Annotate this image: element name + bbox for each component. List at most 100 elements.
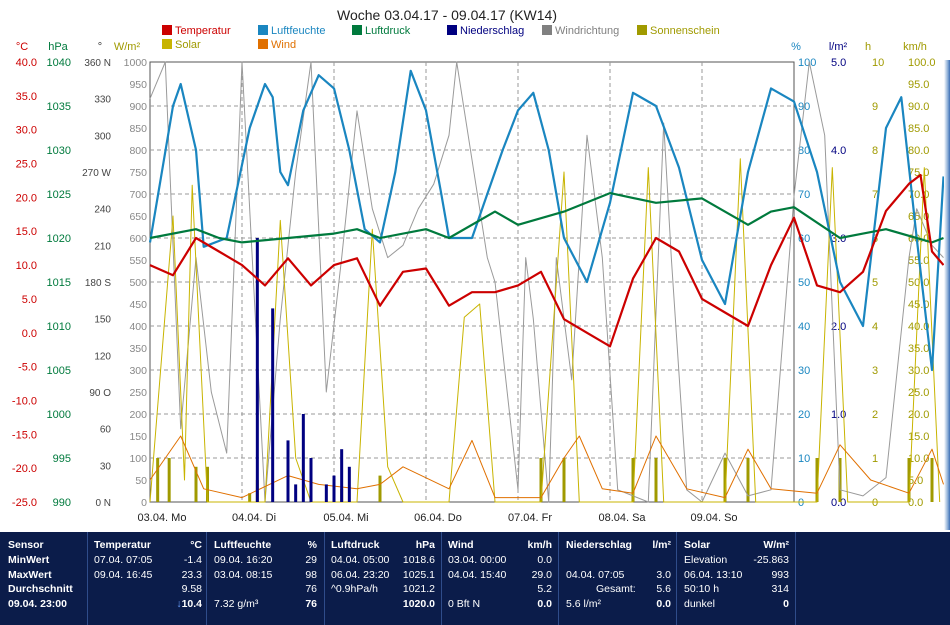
weather-chart: Woche 03.04.17 - 09.04.17 (KW14) Tempera… xyxy=(12,7,945,524)
dir-tick: 330 xyxy=(94,95,111,106)
wind-unit: km/h xyxy=(527,539,552,551)
rain-total-val: 5.6 xyxy=(656,583,671,595)
solar-tick: 600 xyxy=(129,233,147,245)
temp-tick: 25.0 xyxy=(16,159,37,171)
hum-max-time: 03.04. 08:15 xyxy=(214,568,273,581)
temp-tick: 40.0 xyxy=(16,57,37,69)
solar-tick: 1000 xyxy=(124,57,148,69)
sunshine-bar xyxy=(378,475,382,502)
separator xyxy=(87,532,88,625)
hum-tick: 10 xyxy=(798,453,810,465)
hum-tick: 50 xyxy=(798,277,810,289)
press-max-time: 06.04. 23:20 xyxy=(331,568,390,581)
temp-unit-label: °C xyxy=(16,41,28,53)
rain-bar xyxy=(294,484,298,502)
solar-tick: 150 xyxy=(129,431,147,443)
sun-tick: 4 xyxy=(872,321,878,333)
separator xyxy=(676,532,677,625)
separator xyxy=(795,532,796,625)
wind-tick: 80.0 xyxy=(908,145,929,157)
sunshine-bar xyxy=(194,466,198,502)
press-tick: 1010 xyxy=(47,321,71,333)
solar-tick: 250 xyxy=(129,387,147,399)
wind-tick: 45.0 xyxy=(908,299,929,311)
maxwert-label: MaxWert xyxy=(8,568,52,581)
x-tick-label: 08.04. Sa xyxy=(598,512,646,524)
hum-current: 76 xyxy=(305,597,317,610)
wind-tick: 20.0 xyxy=(908,409,929,421)
rain-bar xyxy=(340,449,344,502)
sunshine-bar xyxy=(562,458,566,502)
press-tick: 1020 xyxy=(47,233,71,245)
pressure-line xyxy=(149,192,944,244)
solar-unit: W/m² xyxy=(763,539,789,551)
hum-unit-label: % xyxy=(791,41,801,53)
series-layer xyxy=(148,61,945,503)
sensor-header: Sensor xyxy=(8,539,44,551)
temp-header: Temperatur xyxy=(94,539,151,551)
legend-swatch xyxy=(162,25,172,35)
sunshine-bar xyxy=(723,458,727,502)
solar-sun-hours: 50:10 h xyxy=(684,583,720,595)
sunshine-bar xyxy=(930,458,934,502)
sunshine-bar xyxy=(815,458,819,502)
sun-tick: 8 xyxy=(872,145,878,157)
rain-unit: l/m² xyxy=(652,539,671,551)
legend-label: Luftdruck xyxy=(365,25,411,37)
wind-tick: 85.0 xyxy=(908,123,929,135)
wind-tick: 40.0 xyxy=(908,321,929,333)
press-tick: 1025 xyxy=(47,189,71,201)
wind-max-val: 29.0 xyxy=(531,568,552,581)
sun-tick: 5 xyxy=(872,277,878,289)
dir-tick: 30 xyxy=(100,461,112,472)
legend-swatch xyxy=(162,39,172,49)
temp-min-val: -1.4 xyxy=(183,554,202,566)
separator xyxy=(206,532,207,625)
legend-swatch xyxy=(352,25,362,35)
dir-tick: 300 xyxy=(94,131,111,142)
legend-swatch xyxy=(637,25,647,35)
wind-max-time: 04.04. 15:40 xyxy=(448,568,507,581)
solar-tick: 450 xyxy=(129,299,147,311)
rain-current-sum: 5.6 l/m² xyxy=(566,597,602,610)
legend-swatch xyxy=(258,39,268,49)
press-tick: 1030 xyxy=(47,145,71,157)
wind-tick: 90.0 xyxy=(908,101,929,113)
durchschnitt-label: Durchschnitt xyxy=(8,583,73,595)
solar-tick: 550 xyxy=(129,255,147,267)
solar-max-time: 06.04. 13:10 xyxy=(684,568,743,581)
hum-avg: 76 xyxy=(305,583,317,595)
legend-swatch xyxy=(542,25,552,35)
solar-dark-label: dunkel xyxy=(684,597,715,610)
axis-unit-labels: °C hPa ° W/m²% l/m² h km/h xyxy=(16,41,927,53)
current-time: 09.04. 23:00 xyxy=(8,597,67,610)
wind-bft: 0 Bft N xyxy=(448,597,481,610)
rain-max-time: 04.04. 07:05 xyxy=(566,568,625,581)
sunshine-bar xyxy=(746,458,750,502)
rain-max-val: 3.0 xyxy=(656,568,671,581)
press-max-val: 1025.1 xyxy=(402,568,435,581)
solar-tick: 200 xyxy=(129,409,147,421)
chart-title: Woche 03.04.17 - 09.04.17 (KW14) xyxy=(337,7,557,23)
dir-tick: 270 W xyxy=(82,168,111,179)
press-tick: 995 xyxy=(53,453,71,465)
press-tick: 1040 xyxy=(47,57,71,69)
press-avg: 1021.2 xyxy=(402,583,435,595)
rain-tick: 4.0 xyxy=(831,145,846,157)
hum-tick: 30 xyxy=(798,365,810,377)
hum-min-time: 09.04. 16:20 xyxy=(214,554,273,566)
rain-bar xyxy=(255,238,259,502)
dir-tick: 240 xyxy=(94,205,111,216)
wind-current: 0.0 xyxy=(537,597,552,610)
rain-bar xyxy=(309,458,313,502)
wind-header: Wind xyxy=(448,539,474,551)
wind-tick: 0.0 xyxy=(908,497,923,509)
rain-tick: 5.0 xyxy=(831,57,846,69)
dir-tick: 180 S xyxy=(85,278,111,289)
stats-col-sensor: Sensor MinWert MaxWert Durchschnitt 09.0… xyxy=(8,539,84,612)
sunshine-bar xyxy=(206,466,209,502)
stats-panel: Sensor MinWert MaxWert Durchschnitt 09.0… xyxy=(0,532,950,625)
solar-unit-label: W/m² xyxy=(114,41,141,53)
wind-tick: 30.0 xyxy=(908,365,929,377)
dir-tick: 60 xyxy=(100,425,112,436)
